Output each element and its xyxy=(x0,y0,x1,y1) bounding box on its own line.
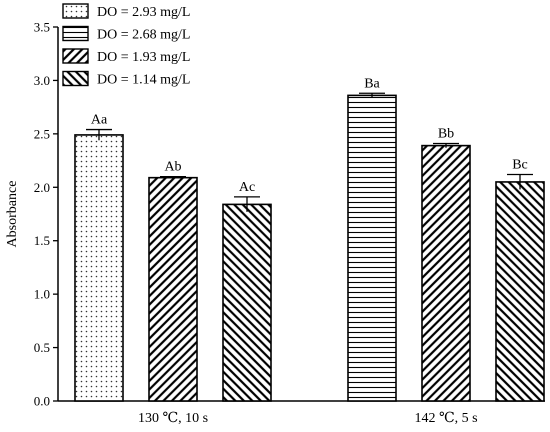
bar-label: Bc xyxy=(512,157,528,172)
y-tick-label: 3.5 xyxy=(34,20,50,35)
y-tick-label: 2.5 xyxy=(34,126,50,141)
bar-label: Ac xyxy=(239,180,255,195)
bar xyxy=(421,144,471,402)
bar xyxy=(347,94,397,402)
bar-label: Ab xyxy=(164,160,181,175)
y-tick-label: 1.5 xyxy=(34,233,50,248)
y-ticks: 0.0 0.5 1.0 1.5 2.0 2.5 3.0 3.5 xyxy=(34,20,58,409)
bar-label: Bb xyxy=(438,126,454,141)
bar xyxy=(222,203,272,402)
bar xyxy=(74,134,124,402)
y-tick-label: 0.5 xyxy=(34,340,50,355)
group-labels: 130 ℃, 10 s 142 ℃, 5 s xyxy=(138,411,478,426)
bar xyxy=(495,181,545,402)
bar-label: Aa xyxy=(91,113,108,128)
bars: Aa Ab Ac Ba Bb Bc xyxy=(74,76,545,402)
legend-swatch xyxy=(62,3,89,19)
legend-label: DO = 1.93 mg/L xyxy=(97,50,190,65)
y-tick-label: 0.0 xyxy=(34,394,50,409)
legend-swatch xyxy=(62,70,89,87)
legend-label: DO = 2.93 mg/L xyxy=(97,5,190,20)
legend-swatch xyxy=(62,25,89,42)
bar xyxy=(148,176,198,402)
legend-swatch xyxy=(62,48,89,64)
y-tick-label: 2.0 xyxy=(34,180,50,195)
group-label: 142 ℃, 5 s xyxy=(414,411,477,426)
y-axis-title: Absorbance xyxy=(5,181,20,248)
bar-label: Ba xyxy=(364,76,380,91)
legend: DO = 2.93 mg/L DO = 2.68 mg/L DO = 1.93 mg… xyxy=(62,3,190,88)
legend-label: DO = 1.14 mg/L xyxy=(97,73,190,88)
y-tick-label: 1.0 xyxy=(34,287,50,302)
group-label: 130 ℃, 10 s xyxy=(138,411,208,426)
y-tick-label: 3.0 xyxy=(34,73,50,88)
legend-label: DO = 2.68 mg/L xyxy=(97,28,190,43)
